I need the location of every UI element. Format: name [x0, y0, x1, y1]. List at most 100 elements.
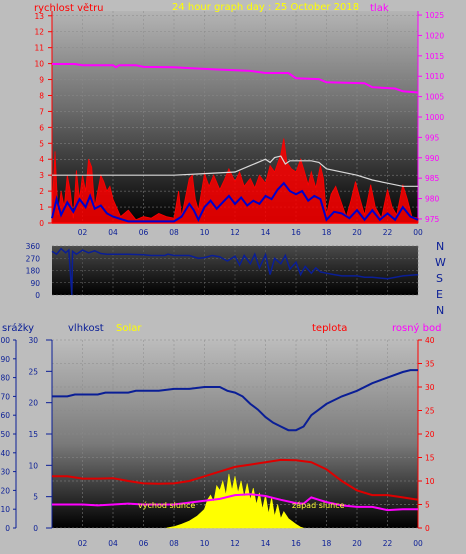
compass-s: S [436, 272, 443, 285]
rain-tick-label: 20 [0, 486, 10, 495]
humidity-tick-label: 10 [28, 461, 38, 470]
humidity-x-tick-label: 12 [230, 539, 240, 548]
pressure-tick-label: 1020 [425, 31, 444, 40]
humidity-tick-label: 5 [33, 493, 38, 502]
humidity-tick-label: 20 [28, 399, 38, 408]
wind-tick-label: 9 [39, 76, 44, 85]
temperature-tick-label: 25 [425, 407, 435, 416]
wind-direction-series [51, 247, 419, 296]
rain-tick-label: 40 [0, 449, 10, 458]
humidity-x-tick-label: 10 [200, 539, 210, 548]
temperature-tick-label: 35 [425, 360, 435, 369]
wind-tick-label: 7 [39, 107, 44, 116]
humidity-x-tick-label: 02 [78, 539, 88, 548]
humidity-x-tick-label: 22 [383, 539, 393, 548]
humidity-x-tick-label: 18 [322, 539, 332, 548]
wind-x-tick-label: 08 [169, 228, 179, 237]
temperature-tick-label: 5 [425, 501, 430, 510]
wind-tick-label: 2 [39, 187, 44, 196]
compass-n-bottom: N [436, 304, 444, 317]
wind-x-tick-label: 18 [322, 228, 332, 237]
wind-tick-label: 10 [34, 60, 44, 69]
direction-tick-label: 90 [30, 279, 40, 288]
humidity-x-tick-label: 00 [413, 539, 423, 548]
temperature-label: teplota [312, 323, 347, 334]
temperature-series [52, 458, 419, 501]
temperature-tick-label: 15 [425, 454, 435, 463]
pressure-tick-label: 1025 [425, 11, 444, 20]
humidity-tick-label: 0 [33, 524, 38, 533]
humidity-series [52, 369, 418, 432]
compass-e: E [436, 288, 443, 301]
wind-avg-series [51, 181, 419, 223]
wind-tick-label: 12 [34, 28, 44, 37]
humidity-x-tick-label: 16 [291, 539, 301, 548]
wind-tick-label: 4 [39, 155, 44, 164]
humidity-x-tick-label: 06 [139, 539, 149, 548]
direction-tick-label: 0 [35, 291, 40, 300]
wind-tick-label: 8 [39, 91, 44, 100]
pressure-tick-label: 985 [425, 174, 440, 183]
direction-tick-label: 180 [26, 267, 41, 276]
humidity-tick-label: 25 [28, 367, 38, 376]
wind-x-tick-label: 04 [108, 228, 118, 237]
temperature-tick-label: 10 [425, 477, 435, 486]
sunset-label: západ slunce [292, 501, 345, 510]
rain-tick-label: 0 [5, 524, 10, 533]
temperature-tick-label: 30 [425, 383, 435, 392]
wind-tick-label: 6 [39, 123, 44, 132]
rain-tick-label: 80 [0, 374, 10, 383]
compass-w: W [435, 256, 446, 269]
wind-x-tick-label: 12 [230, 228, 240, 237]
direction-tick-label: 360 [26, 242, 41, 251]
wind-tick-label: 11 [34, 44, 44, 53]
humidity-tick-label: 30 [28, 336, 38, 345]
chart-title: 24 hour graph day : 25 October 2018 [172, 2, 359, 13]
temperature-tick-label: 20 [425, 430, 435, 439]
pressure-tick-label: 1010 [425, 72, 444, 81]
wind-max-series [52, 155, 418, 187]
humidity-x-tick-label: 20 [352, 539, 362, 548]
wind-tick-label: 3 [39, 171, 44, 180]
pressure-label: tlak [370, 3, 389, 14]
pressure-tick-label: 995 [425, 133, 440, 142]
wind-x-tick-label: 06 [139, 228, 149, 237]
pressure-tick-label: 975 [425, 215, 440, 224]
direction-tick-label: 270 [26, 254, 41, 263]
pressure-tick-label: 990 [425, 154, 440, 163]
solar-label: Solar [116, 323, 142, 334]
wind-x-tick-label: 22 [383, 228, 393, 237]
rain-tick-label: 70 [0, 392, 10, 401]
pressure-series [52, 63, 419, 94]
dew-point-label: rosný bod [392, 322, 441, 334]
rain-label: srážky [2, 322, 34, 334]
sunrise-label: východ slunce [138, 501, 195, 510]
rain-tick-label: 10 [0, 505, 10, 514]
wind-gust-series [51, 138, 419, 224]
wind-tick-label: 5 [39, 139, 44, 148]
wind-x-tick-label: 16 [291, 228, 301, 237]
rain-tick-label: 50 [0, 430, 10, 439]
wind-tick-label: 1 [39, 203, 44, 212]
wind-x-tick-label: 20 [352, 228, 362, 237]
wind-x-tick-label: 14 [261, 228, 271, 237]
humidity-label: vlhkost [68, 323, 104, 334]
wind-speed-label: rychlost větru [34, 2, 104, 14]
wind-x-tick-label: 00 [413, 228, 423, 237]
pressure-tick-label: 1005 [425, 93, 444, 102]
rain-tick-label: 60 [0, 411, 10, 420]
rain-tick-label: 100 [0, 336, 10, 345]
temperature-tick-label: 0 [425, 524, 430, 533]
wind-x-tick-label: 10 [200, 228, 210, 237]
pressure-tick-label: 1000 [425, 113, 444, 122]
compass-n-top: N [436, 240, 444, 253]
pressure-tick-label: 1015 [425, 52, 444, 61]
pressure-tick-label: 980 [425, 195, 440, 204]
rain-tick-label: 90 [0, 355, 10, 364]
wind-tick-label: 0 [39, 219, 44, 228]
humidity-x-tick-label: 14 [261, 539, 271, 548]
wind-x-tick-label: 02 [78, 228, 88, 237]
rain-tick-label: 30 [0, 468, 10, 477]
humidity-x-tick-label: 08 [169, 539, 179, 548]
dew-point-series [52, 493, 418, 512]
